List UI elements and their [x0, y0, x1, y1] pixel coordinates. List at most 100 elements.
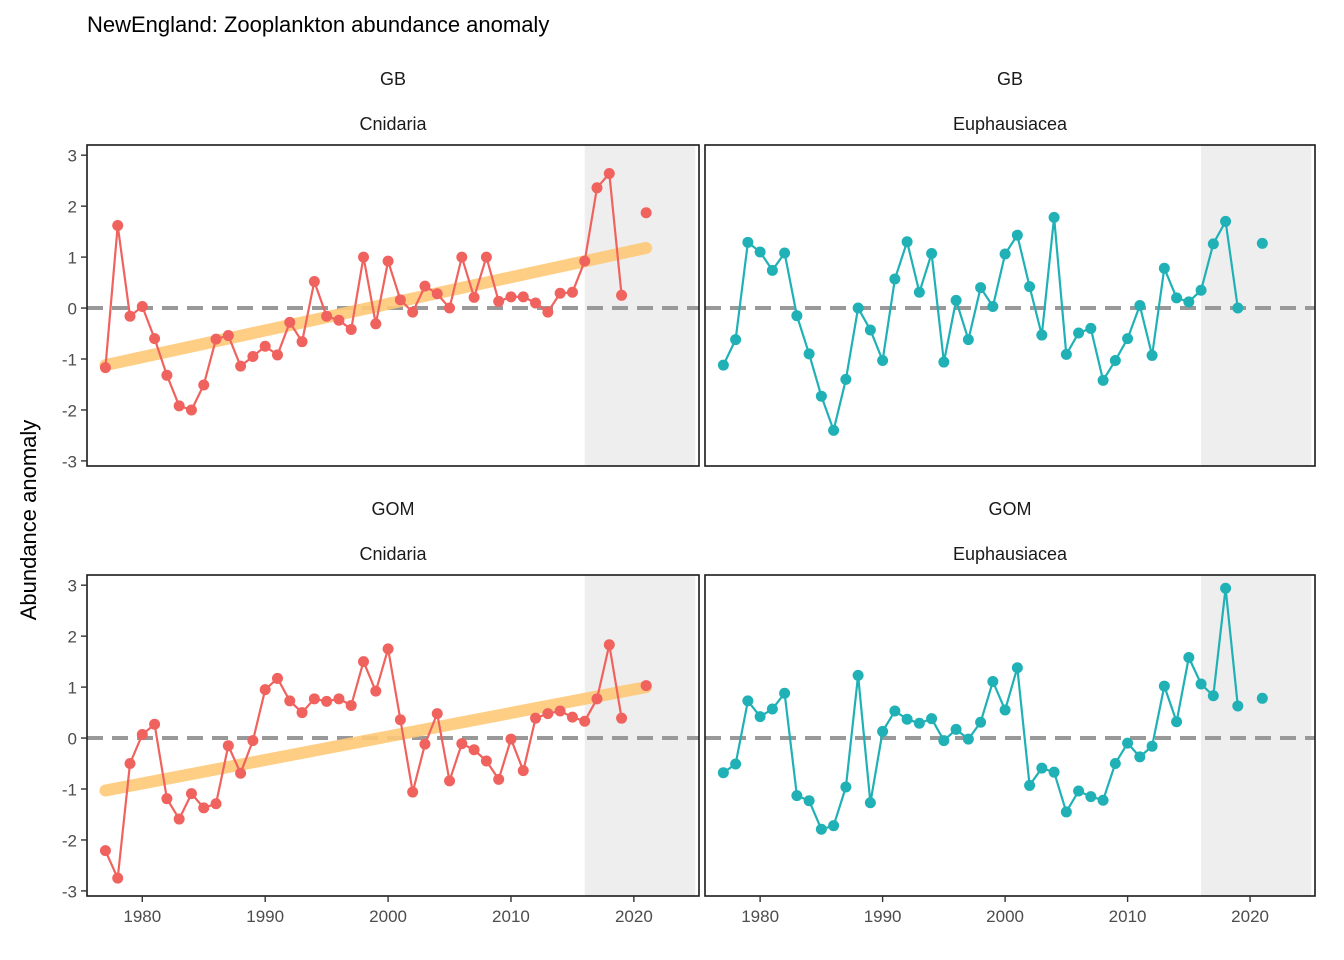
data-point-gb-cnidaria-1981 — [149, 333, 161, 345]
data-point-gom-cnidaria-1996 — [333, 693, 345, 705]
data-point-gom-cnidaria-2001 — [394, 714, 406, 726]
y-tick-label-gb-cnidaria: -3 — [62, 452, 77, 471]
x-tick-label-gom-euphausiacea: 1980 — [741, 907, 779, 926]
panel-frame-gb-euphausiacea — [704, 144, 1316, 467]
data-point-gb-cnidaria-1992 — [284, 316, 296, 328]
data-point-gb-cnidaria-2011 — [517, 291, 529, 303]
x-tick-label-gom-euphausiacea: 2010 — [1109, 907, 1147, 926]
data-point-gom-euphausiacea-2000 — [999, 704, 1011, 716]
y-tick-label-gom-cnidaria: 1 — [68, 679, 77, 698]
data-point-gom-cnidaria-1979 — [124, 758, 136, 770]
data-point-gb-euphausiacea-2001 — [1011, 229, 1023, 241]
data-point-gb-euphausiacea-1999 — [987, 301, 999, 313]
data-point-gom-euphausiacea-1984 — [803, 795, 815, 807]
data-point-gb-euphausiacea-2016 — [1195, 284, 1207, 296]
data-point-gom-euphausiacea-2010 — [1122, 737, 1134, 749]
data-point-gb-euphausiacea-2013 — [1158, 262, 1170, 274]
x-tick-label-gom-cnidaria: 2000 — [369, 907, 407, 926]
data-point-gom-euphausiacea-2018 — [1220, 582, 1232, 594]
x-tick-label-gom-cnidaria: 1980 — [123, 907, 161, 926]
data-point-gb-euphausiacea-2014 — [1171, 292, 1183, 304]
data-point-gom-cnidaria-2015 — [566, 711, 578, 723]
data-point-gb-euphausiacea-2006 — [1073, 327, 1085, 339]
data-point-gom-cnidaria-2002 — [407, 786, 419, 798]
data-point-gb-euphausiacea-2007 — [1085, 322, 1097, 334]
data-point-gom-cnidaria-1981 — [149, 718, 161, 730]
data-point-gom-euphausiacea-1983 — [791, 790, 803, 802]
data-point-gb-euphausiacea-1994 — [926, 248, 938, 260]
data-point-gb-euphausiacea-2012 — [1146, 349, 1158, 361]
data-point-gom-euphausiacea-2001 — [1011, 662, 1023, 674]
data-point-gb-cnidaria-2002 — [407, 306, 419, 318]
data-point-gb-euphausiacea-1984 — [803, 348, 815, 360]
x-tick-label-gom-cnidaria: 2020 — [615, 907, 653, 926]
panel-frame-gom-euphausiacea — [704, 574, 1316, 897]
data-point-gom-cnidaria-1994 — [308, 693, 320, 705]
data-point-gom-euphausiacea-2005 — [1060, 806, 1072, 818]
data-point-gom-cnidaria-1990 — [259, 684, 271, 696]
data-point-gb-cnidaria-2007 — [468, 291, 480, 303]
data-point-gb-cnidaria-1982 — [161, 369, 173, 381]
data-point-gb-euphausiacea-1987 — [840, 373, 852, 385]
data-point-gb-cnidaria-2005 — [444, 302, 456, 314]
data-point-gb-cnidaria-1990 — [259, 340, 271, 352]
data-point-gom-euphausiacea-2016 — [1195, 678, 1207, 690]
data-point-gom-cnidaria-1995 — [321, 695, 333, 707]
data-point-gom-cnidaria-1985 — [198, 802, 210, 814]
data-point-gb-cnidaria-1999 — [370, 318, 382, 330]
data-point-gb-cnidaria-2008 — [480, 251, 492, 263]
y-tick-label-gb-cnidaria: 2 — [68, 198, 77, 217]
data-point-gom-euphausiacea-2002 — [1024, 779, 1036, 791]
panel-frame-gom-cnidaria — [86, 574, 700, 897]
y-axis-label: Abundance anomaly — [16, 420, 41, 621]
data-point-gom-euphausiacea-2011 — [1134, 751, 1146, 763]
strip-region-gom-cnidaria: GOM — [372, 499, 415, 519]
data-point-gom-euphausiacea-1996 — [950, 723, 962, 735]
y-tick-label-gom-cnidaria: -2 — [62, 831, 77, 850]
data-point-gom-cnidaria-2016 — [579, 715, 591, 727]
data-point-gb-euphausiacea-1993 — [913, 286, 925, 298]
data-point-gb-cnidaria-1984 — [185, 404, 197, 416]
data-point-gb-cnidaria-1978 — [112, 220, 124, 232]
data-point-gb-cnidaria-1988 — [235, 360, 247, 372]
y-tick-label-gom-cnidaria: 2 — [68, 628, 77, 647]
y-tick-label-gom-cnidaria: 3 — [68, 577, 77, 596]
strip-group-gb-cnidaria: Cnidaria — [359, 114, 427, 134]
data-point-gb-euphausiacea-1988 — [852, 302, 864, 314]
y-tick-label-gb-cnidaria: -1 — [62, 351, 77, 370]
data-point-gom-cnidaria-2018 — [603, 639, 615, 651]
data-point-gom-euphausiacea-2021 — [1256, 692, 1268, 704]
data-point-gb-cnidaria-1997 — [345, 323, 357, 335]
data-point-gb-cnidaria-2013 — [542, 306, 554, 318]
panel-frame-gb-cnidaria — [86, 144, 700, 467]
data-point-gom-euphausiacea-2013 — [1158, 680, 1170, 692]
shaded-region-gom-euphausiacea — [1201, 575, 1312, 896]
data-point-gom-cnidaria-2006 — [456, 738, 468, 750]
data-point-gom-euphausiacea-1977 — [717, 767, 729, 779]
data-point-gom-cnidaria-2010 — [505, 733, 517, 745]
data-point-gom-euphausiacea-2014 — [1171, 716, 1183, 728]
strip-group-gb-euphausiacea: Euphausiacea — [953, 114, 1068, 134]
data-point-gb-euphausiacea-1991 — [889, 273, 901, 285]
data-point-gom-cnidaria-2017 — [591, 693, 603, 705]
data-point-gb-cnidaria-1993 — [296, 336, 308, 348]
data-point-gom-euphausiacea-2009 — [1109, 758, 1121, 770]
data-point-gb-euphausiacea-2015 — [1183, 296, 1195, 308]
data-point-gom-cnidaria-1984 — [185, 788, 197, 800]
data-point-gb-cnidaria-1998 — [358, 251, 370, 263]
data-point-gom-euphausiacea-1978 — [730, 758, 742, 770]
data-point-gb-cnidaria-1979 — [124, 310, 136, 322]
data-point-gom-euphausiacea-2006 — [1073, 785, 1085, 797]
data-point-gom-cnidaria-2000 — [382, 643, 394, 655]
data-point-gb-euphausiacea-1996 — [950, 294, 962, 306]
data-point-gb-cnidaria-2001 — [394, 294, 406, 306]
data-point-gom-cnidaria-2004 — [431, 708, 443, 720]
data-point-gb-cnidaria-1987 — [222, 330, 234, 342]
x-tick-label-gom-euphausiacea: 2020 — [1231, 907, 1269, 926]
data-point-gb-euphausiacea-2000 — [999, 248, 1011, 260]
data-point-gb-euphausiacea-2003 — [1036, 329, 1048, 341]
data-point-gom-euphausiacea-1980 — [754, 711, 766, 723]
data-point-gb-cnidaria-1983 — [173, 400, 185, 412]
data-point-gb-euphausiacea-1982 — [779, 247, 791, 259]
data-point-gb-euphausiacea-1997 — [962, 334, 974, 346]
